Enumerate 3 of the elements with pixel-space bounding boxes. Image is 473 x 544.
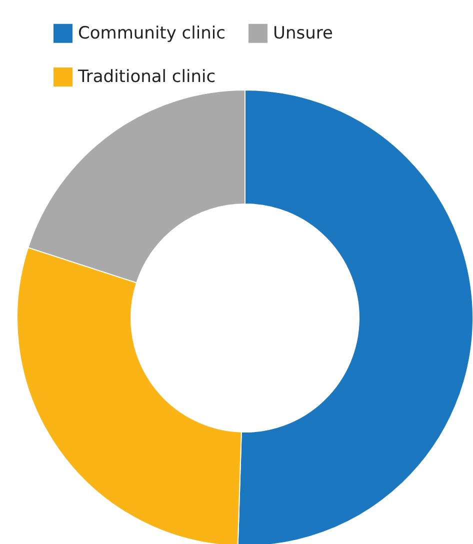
legend-label: Traditional clinic bbox=[77, 67, 216, 87]
legend-label: Community clinic bbox=[78, 23, 226, 44]
legend-label: Unsure bbox=[273, 23, 333, 44]
